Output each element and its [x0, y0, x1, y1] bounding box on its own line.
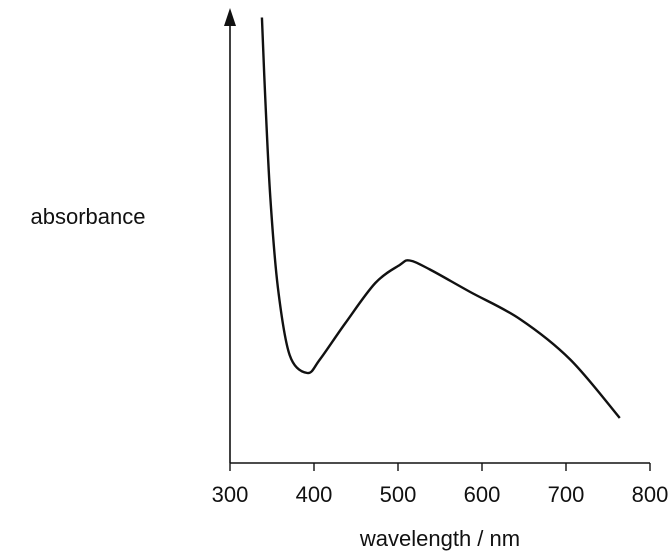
x-tick-label: 800: [632, 482, 669, 507]
x-tick-label: 600: [464, 482, 501, 507]
x-tick-label: 700: [548, 482, 585, 507]
x-tick-label: 500: [380, 482, 417, 507]
x-axis-label: wavelength / nm: [359, 526, 520, 551]
spectrum-line: [260, 17, 621, 419]
y-axis-arrow: [224, 8, 236, 26]
x-tick-label: 400: [296, 482, 333, 507]
y-axis-label: absorbance: [31, 204, 146, 229]
x-tick-label: 300: [212, 482, 249, 507]
